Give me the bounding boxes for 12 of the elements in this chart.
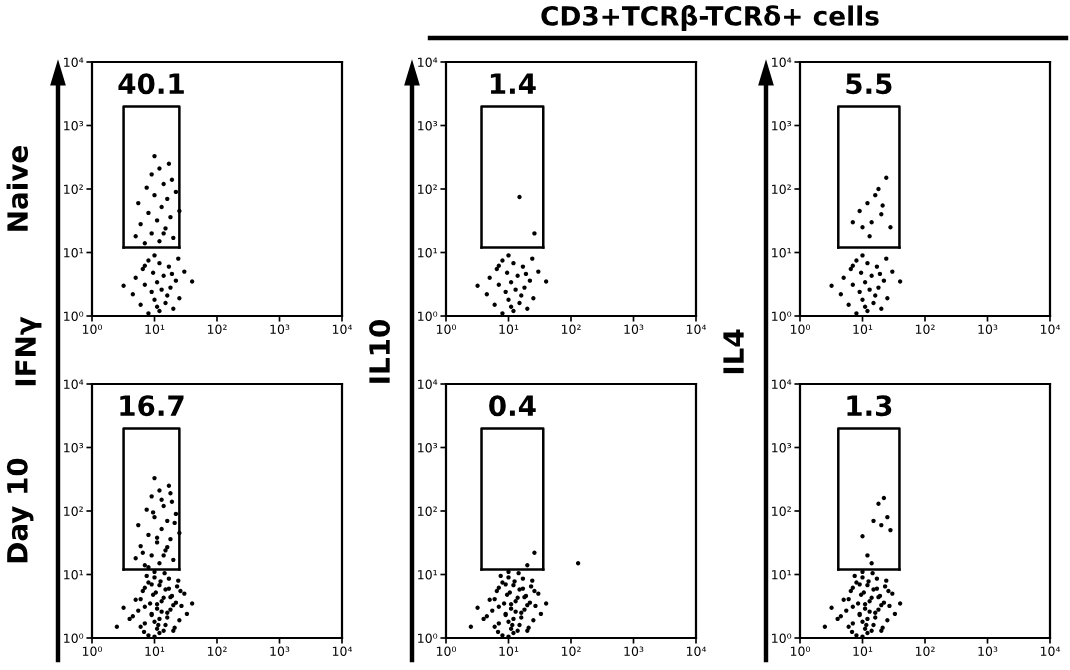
chart-title: CD3+TCRβ-TCRδ+ cells (541, 5, 879, 31)
y-axis-title: IL10 (369, 319, 391, 383)
y-axis-title: IL4 (723, 329, 744, 374)
text: Naive (6, 146, 29, 231)
annotation: 40.1 (118, 73, 184, 95)
annotation: 5.5 (846, 73, 892, 95)
annotation: 1.4 (490, 73, 536, 94)
annotation: 1.3 (847, 395, 892, 417)
annotation: 0.4 (489, 395, 536, 417)
text: Day 10 (6, 458, 34, 563)
y-axis-title: IFNγ (15, 316, 42, 386)
annotation: 16.7 (120, 395, 184, 417)
